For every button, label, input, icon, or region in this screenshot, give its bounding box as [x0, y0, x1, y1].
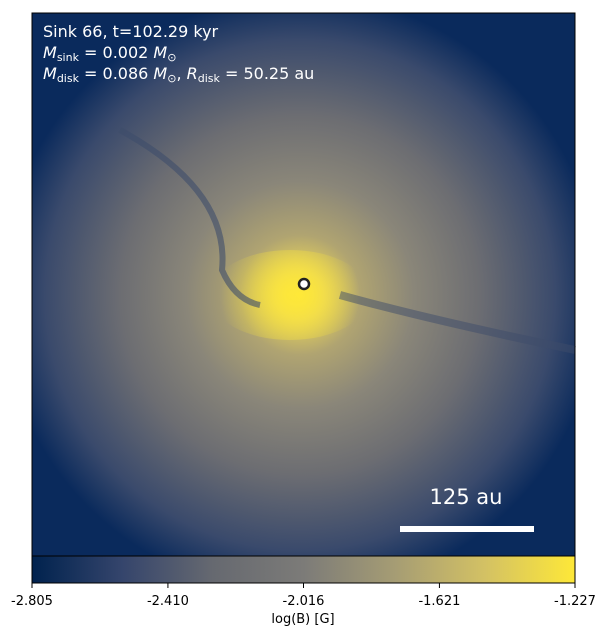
annotation-part: M: [43, 43, 57, 62]
annotation-part: ,: [176, 64, 186, 83]
annotation-part: ⊙: [167, 72, 176, 85]
annotation-part: M: [153, 64, 167, 83]
annotation-part: Sink 66, t=102.29 kyr: [43, 22, 219, 41]
colorbar-tick-label: -1.227: [554, 594, 596, 609]
annotation-part: R: [187, 64, 198, 83]
scale-bar-label: 125 au: [430, 485, 503, 509]
annotation-part: = 50.25 au: [220, 64, 314, 83]
annotation-part: disk: [57, 72, 80, 85]
annotation-part: sink: [57, 51, 80, 64]
sink-marker: [297, 277, 311, 291]
annotation-part: M: [153, 43, 167, 62]
colorbar-label: log(B) [G]: [271, 612, 334, 627]
map-filament: [118, 127, 261, 308]
annotation: Msink = 0.002 M⊙: [43, 43, 176, 64]
annotation: Sink 66, t=102.29 kyr: [43, 22, 219, 41]
annotation-part: ⊙: [167, 51, 176, 64]
map-filament: [338, 291, 576, 354]
colorbar-tick-label: -2.016: [283, 594, 325, 609]
colorbar-tick-label: -2.410: [147, 594, 189, 609]
annotation: Mdisk = 0.086 M⊙, Rdisk = 50.25 au: [43, 64, 314, 85]
map-core: [210, 250, 370, 340]
colorbar-ticks: -2.805 -2.410 -2.016 -1.621 -1.227: [11, 583, 596, 609]
annotation-part: disk: [198, 72, 221, 85]
annotation-part: = 0.002: [79, 43, 153, 62]
annotation-part: = 0.086: [79, 64, 153, 83]
colorbar-tick-label: -2.805: [11, 594, 53, 609]
colorbar-tick-label: -1.621: [418, 594, 460, 609]
colorbar: [31, 555, 576, 584]
scale-bar: [400, 526, 534, 532]
annotation-part: M: [43, 64, 57, 83]
